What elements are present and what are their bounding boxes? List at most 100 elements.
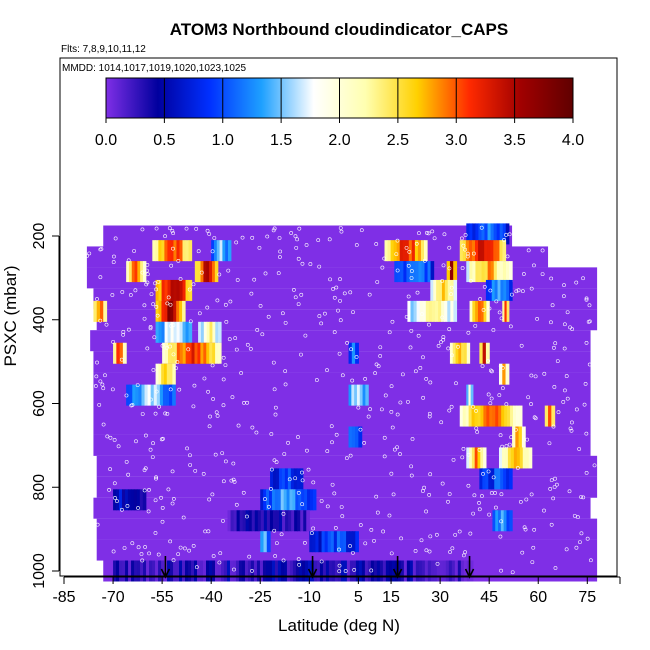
sample-point <box>530 560 535 564</box>
sample-point <box>87 251 92 256</box>
cloud-cell <box>460 560 465 582</box>
cloud-cell <box>244 560 249 582</box>
sample-point <box>584 341 589 345</box>
cloud-cell <box>513 447 518 469</box>
sample-point <box>387 513 392 518</box>
cloud-cell <box>197 342 201 364</box>
cloud-cell <box>179 321 184 343</box>
y-tick-label: 800 <box>31 474 48 501</box>
colorbar-tick-label: 2.0 <box>328 132 350 149</box>
sample-point <box>143 545 147 549</box>
cloud-cell <box>444 300 448 322</box>
sample-point <box>408 345 413 350</box>
cloud-cell <box>474 447 479 469</box>
sample-point <box>330 440 334 445</box>
cloud-cell <box>209 321 214 343</box>
sample-point <box>277 236 282 240</box>
cloud-cell <box>465 240 470 262</box>
sample-point <box>395 412 400 417</box>
cloud-cell <box>475 300 479 322</box>
cloud-cell <box>485 468 489 490</box>
cloud-cell <box>179 300 183 322</box>
cloud-cell <box>415 261 420 283</box>
sample-point <box>460 455 465 460</box>
x-tick-label: -55 <box>151 589 174 606</box>
cloud-cell <box>502 240 507 262</box>
sample-point <box>234 502 239 507</box>
sample-point <box>409 276 414 280</box>
sample-point <box>311 480 316 485</box>
sample-point <box>215 414 220 418</box>
cloud-cell <box>162 384 167 406</box>
cloud-cell <box>289 489 294 511</box>
sample-point <box>350 378 355 383</box>
cloud-cell <box>197 261 202 283</box>
sample-point <box>413 549 418 553</box>
cloud-cell <box>472 300 476 322</box>
cloud-cell <box>205 560 210 582</box>
sample-point <box>477 500 481 505</box>
cloud-cell <box>351 384 355 406</box>
sample-point <box>561 294 566 299</box>
cloud-cell <box>484 223 489 245</box>
cloud-cell <box>493 223 498 245</box>
cloud-cell <box>173 300 177 322</box>
cloud-cell <box>509 261 513 283</box>
sample-point <box>474 408 478 413</box>
cloud-cell <box>225 240 229 262</box>
cloud-cell <box>158 321 163 343</box>
sample-point <box>184 226 189 231</box>
sample-point <box>153 498 158 503</box>
cloud-cell <box>425 300 430 322</box>
cloud-cell <box>439 560 444 582</box>
sample-point <box>344 456 349 461</box>
sample-point <box>363 377 368 381</box>
sample-point <box>110 387 115 392</box>
sample-point <box>185 446 189 451</box>
sample-point <box>176 552 181 557</box>
sample-point <box>160 505 165 510</box>
sample-point <box>297 562 302 567</box>
sample-point <box>140 227 145 232</box>
sample-point <box>395 445 400 450</box>
sample-point <box>356 405 361 410</box>
cloud-cell <box>518 405 523 427</box>
cloud-cell <box>419 300 424 322</box>
sample-point <box>319 499 324 503</box>
sample-point <box>588 558 593 563</box>
sample-point <box>471 511 476 516</box>
cloud-cell <box>137 560 141 582</box>
sample-point <box>518 499 523 504</box>
sample-point <box>406 399 410 404</box>
cloud-cell <box>411 240 416 262</box>
sample-point <box>471 251 476 256</box>
sample-point <box>168 344 172 349</box>
cloud-cell <box>328 560 333 582</box>
cloud-cell <box>257 510 262 532</box>
cloud-cell <box>509 279 513 301</box>
sample-point <box>465 254 470 259</box>
cloud-cell <box>122 560 126 582</box>
cloud-cell <box>544 405 549 427</box>
cloud-cell <box>166 363 171 385</box>
cloud-cell <box>503 468 507 490</box>
cloud-cell <box>304 489 308 511</box>
sample-point <box>199 270 204 275</box>
cloud-cell <box>203 261 207 283</box>
sample-point <box>214 410 219 415</box>
sample-point <box>152 335 157 340</box>
sample-point <box>236 423 241 428</box>
cloud-cell <box>121 489 126 511</box>
sample-point <box>542 508 546 513</box>
sample-point <box>420 312 424 317</box>
cloud-cell <box>403 261 408 283</box>
cloud-cell <box>298 489 302 511</box>
cloud-cell <box>251 510 256 532</box>
sample-point <box>441 335 446 339</box>
sample-point <box>145 268 149 273</box>
sample-point <box>567 489 572 494</box>
sample-point <box>382 435 387 440</box>
cloud-cell <box>510 447 515 469</box>
sample-point <box>334 432 339 437</box>
sample-point <box>286 440 290 445</box>
